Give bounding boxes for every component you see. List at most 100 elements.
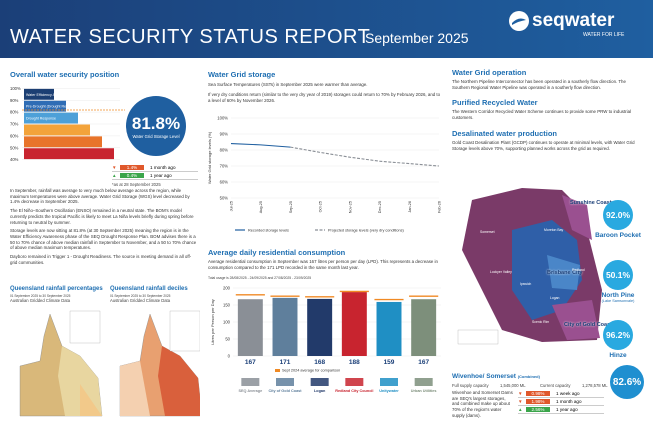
dam-level: 92.0% bbox=[603, 200, 633, 230]
bar bbox=[307, 298, 333, 356]
dam-name: Baroon Pocket bbox=[595, 232, 641, 239]
dam-name: North Pine bbox=[601, 292, 635, 299]
dam: 50.1% North Pine (Lake Samsonvale) bbox=[588, 260, 648, 303]
level-chart: 100% Water Efficiency Awareness 90% Pre-Dro… bbox=[10, 86, 125, 162]
change-table: ▼ 0.98% 1 week ago ▼ 1.98% 1 month ago ▲ 2.56% 1… bbox=[518, 390, 604, 414]
value-label: 167 bbox=[418, 359, 429, 366]
period: 1 year ago bbox=[556, 407, 578, 412]
arrow: ▼ bbox=[518, 391, 523, 396]
section-text: The Northern Pipeline Interconnector has… bbox=[452, 79, 626, 90]
region-label: Noosa bbox=[562, 182, 572, 186]
arrow: ▼ bbox=[112, 165, 117, 170]
bar bbox=[237, 299, 263, 356]
y-axis-label: Litres per Person per Day bbox=[210, 299, 215, 345]
region-label: Somerset bbox=[480, 230, 495, 234]
tagline: WATER FOR LIFE bbox=[583, 32, 625, 38]
report-date: September 2025 bbox=[365, 30, 469, 46]
section-text: The Western Corridor Recycled Water Sche… bbox=[452, 109, 632, 121]
y-axis-label: Water Grid storage levels (%) bbox=[207, 131, 212, 184]
dam-sub: (Lake Samsonvale) bbox=[601, 299, 635, 303]
value-label: 159 bbox=[384, 359, 395, 366]
value-label: 171 bbox=[280, 359, 291, 366]
note: If very dry conditions return (similar t… bbox=[208, 92, 441, 103]
dam: 96.2% Hinze bbox=[588, 320, 648, 359]
category-label: SEQ Average bbox=[238, 389, 262, 393]
change-row: ▲ 2.56% 1 year ago bbox=[518, 406, 604, 414]
region-label: Redland bbox=[572, 268, 585, 272]
heading: Water Grid operation bbox=[452, 68, 527, 77]
consumption-chart: 0 50 100 150 200 Litres per Person per Day 167… bbox=[210, 286, 441, 393]
bar bbox=[341, 292, 367, 356]
band bbox=[24, 88, 54, 100]
rainfall-period: 01 September 2025 to 30 September 2025 bbox=[10, 294, 71, 298]
y-tick-label: 100 bbox=[223, 320, 231, 325]
wivenhoe-title: Wivenhoe/ Somerset (Combined) bbox=[452, 373, 540, 380]
y-tick-label: 70% bbox=[10, 122, 19, 127]
paragraph: In September, rainfall was average to ve… bbox=[10, 188, 190, 205]
line-series bbox=[230, 143, 291, 148]
heading: Average daily residential consumption bbox=[208, 248, 346, 257]
y-tick-label: 0 bbox=[228, 354, 231, 359]
current-label: Current capacity bbox=[540, 383, 571, 388]
x-tick-label: Jan-26 bbox=[408, 201, 412, 213]
paragraph: Dayboro remained in Trigger 1 - Drought … bbox=[10, 254, 192, 265]
value-label: 168 bbox=[314, 359, 325, 366]
dam-name: Hinze bbox=[609, 352, 627, 359]
note: Total usage is 28/08/2025 - 24/09/2025 a… bbox=[208, 276, 312, 280]
y-tick-label: 50% bbox=[10, 145, 19, 150]
rainfall-source: Australian Gridded Climate Data bbox=[110, 298, 171, 303]
bar bbox=[272, 297, 298, 356]
period: 1 year ago bbox=[150, 173, 172, 178]
value-label: 188 bbox=[349, 359, 360, 366]
period: 1 week ago bbox=[556, 391, 580, 396]
change-table: ▼ 1.4% 1 month ago ▲ 0.4% 1 year ago bbox=[112, 164, 198, 180]
dam-level: 96.2% bbox=[603, 320, 633, 350]
wivenhoe-text: Wivenhoe and Somerset Dams are SEQ's lar… bbox=[452, 390, 513, 418]
paragraph: Storage levels are now sitting at 81.8% … bbox=[10, 228, 197, 251]
y-tick-label: 80% bbox=[220, 148, 229, 153]
bar bbox=[411, 299, 437, 356]
y-tick-label: 200 bbox=[223, 286, 231, 291]
note: Average residential consumption in Septe… bbox=[208, 259, 438, 270]
change-row: ▼ 1.4% 1 month ago bbox=[112, 164, 198, 172]
x-tick-label: Jul-25 bbox=[230, 201, 234, 211]
legend-label: Recorded storage levels bbox=[248, 229, 289, 233]
map-labels: Sunshine Coast Brisbane City City of Gold … bbox=[452, 170, 647, 350]
logo-box bbox=[345, 378, 364, 386]
x-tick-label: Dec-25 bbox=[378, 201, 382, 213]
y-tick-label: 100% bbox=[10, 86, 21, 91]
arrow: ▼ bbox=[518, 399, 523, 404]
band-label: Water Efficiency Awareness bbox=[26, 93, 70, 97]
wivenhoe-sub: (Combined) bbox=[517, 374, 540, 379]
region-label: Ipswich bbox=[520, 282, 532, 286]
rainfall-title: Queensland rainfall deciles bbox=[110, 286, 188, 292]
x-tick-label: Nov-25 bbox=[348, 201, 352, 213]
change: 0.98% bbox=[526, 391, 550, 396]
note: *as at 28 September 2025 bbox=[112, 182, 161, 187]
section-text: Gold Coast Desalination Plant (GCDP) con… bbox=[452, 139, 635, 151]
band-label: Drought Response bbox=[26, 117, 56, 121]
band bbox=[24, 136, 102, 148]
band-label: Pre-Drought (Drought Readiness) bbox=[26, 105, 80, 109]
paragraphs: In September, rainfall was average to ve… bbox=[10, 188, 198, 269]
logo-box bbox=[414, 378, 433, 386]
change: 1.98% bbox=[526, 399, 550, 404]
y-tick-label: 150 bbox=[223, 303, 231, 308]
y-tick-label: 80% bbox=[10, 110, 19, 115]
heading: Water Grid storage bbox=[208, 70, 276, 79]
value-label: 167 bbox=[245, 359, 256, 366]
legend-label: Projected storage levels (very dry condi… bbox=[328, 229, 404, 233]
dam: 92.0% Baroon Pocket bbox=[588, 200, 648, 239]
wivenhoe-title: Wivenhoe/ Somerset bbox=[452, 373, 516, 380]
heading: Purified Recycled Water bbox=[452, 98, 538, 108]
region-label: Sunshine Coast bbox=[570, 200, 612, 206]
dam-level: 50.1% bbox=[603, 260, 633, 290]
logo-box bbox=[380, 378, 398, 386]
arrow: ▲ bbox=[112, 173, 117, 178]
qld-map bbox=[119, 310, 200, 417]
change-row: ▼ 1.98% 1 month ago bbox=[518, 398, 604, 406]
x-tick-label: Oct-25 bbox=[319, 201, 323, 212]
rainfall-maps bbox=[19, 310, 200, 417]
region-label: Logan bbox=[550, 296, 560, 300]
region-label: Lockyer Valley bbox=[490, 270, 512, 274]
